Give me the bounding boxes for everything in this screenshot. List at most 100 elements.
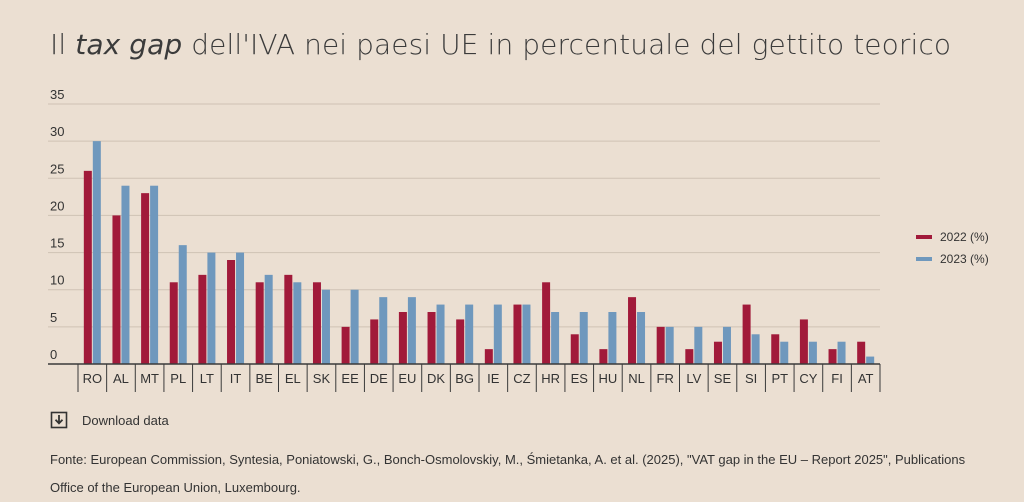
bar-FR-2022 (656, 326, 665, 364)
x-tick-label-PL: PL (170, 371, 186, 386)
legend-label-2023: 2023 (%) (940, 252, 989, 266)
bar-EE-2022 (341, 326, 350, 364)
x-tick-label-IT: IT (230, 371, 242, 386)
bar-SI-2022 (742, 304, 751, 364)
x-tick-label-CY: CY (799, 371, 817, 386)
x-tick-label-SI: SI (745, 371, 757, 386)
bar-LT-2023 (207, 252, 216, 364)
bar-IE-2023 (493, 304, 502, 364)
source-note: Fonte: European Commission, Syntesia, Po… (50, 452, 966, 495)
bar-LT-2022 (198, 274, 207, 364)
bar-IT-2022 (227, 260, 236, 364)
x-tick-label-AT: AT (858, 371, 874, 386)
bar-CZ-2023 (522, 304, 531, 364)
download-data-label: Download data (82, 412, 169, 428)
x-tick-label-BE: BE (256, 371, 274, 386)
x-tick-label-HR: HR (541, 371, 560, 386)
bar-EU-2023 (407, 297, 416, 364)
bar-IT-2023 (236, 252, 245, 364)
bar-CY-2022 (799, 319, 808, 364)
bar-FR-2023 (665, 326, 674, 364)
bar-AT-2022 (857, 341, 866, 364)
bar-DK-2023 (436, 304, 445, 364)
bar-EE-2023 (350, 289, 359, 364)
x-tick-label-IE: IE (487, 371, 500, 386)
bar-DE-2023 (379, 297, 388, 364)
bar-EU-2022 (398, 312, 407, 364)
bar-ES-2023 (579, 312, 588, 364)
bar-LV-2023 (694, 326, 703, 364)
bar-SI-2023 (751, 334, 760, 364)
y-tick-label-25: 25 (50, 161, 64, 176)
download-icon (50, 411, 68, 429)
x-tick-label-CZ: CZ (513, 371, 530, 386)
bar-HU-2023 (608, 312, 617, 364)
bar-SK-2023 (321, 289, 330, 364)
bar-AT-2023 (866, 356, 875, 364)
bar-SE-2023 (722, 326, 731, 364)
bar-BE-2023 (264, 274, 273, 364)
legend-swatch-2022 (916, 235, 932, 239)
bar-AL-2023 (121, 185, 130, 364)
bar-EL-2022 (284, 274, 293, 364)
bar-DE-2022 (370, 319, 379, 364)
x-tick-label-MT: MT (140, 371, 159, 386)
bar-PL-2023 (178, 245, 187, 364)
bar-CZ-2022 (513, 304, 522, 364)
bar-PT-2022 (771, 334, 780, 364)
x-tick-label-RO: RO (83, 371, 103, 386)
bar-SK-2022 (312, 282, 321, 364)
bar-BE-2022 (255, 282, 264, 364)
y-tick-label-20: 20 (50, 198, 64, 213)
bar-HU-2022 (599, 349, 608, 364)
x-tick-label-AL: AL (113, 371, 129, 386)
legend-label-2022: 2022 (%) (940, 230, 989, 244)
x-tick-label-EU: EU (398, 371, 416, 386)
y-tick-label-10: 10 (50, 273, 64, 288)
bar-PL-2022 (169, 282, 178, 364)
bar-HR-2022 (542, 282, 551, 364)
chart-title-italic: tax gap (75, 28, 183, 61)
x-tick-label-EL: EL (285, 371, 301, 386)
chart-title: Il tax gap dell'IVA nei paesi UE in perc… (50, 28, 951, 61)
x-tick-label-EE: EE (341, 371, 359, 386)
bar-RO-2023 (92, 141, 101, 364)
bar-RO-2022 (83, 170, 92, 364)
x-tick-label-DE: DE (370, 371, 388, 386)
y-tick-label-30: 30 (50, 124, 64, 139)
x-tick-label-HU: HU (599, 371, 618, 386)
x-tick-label-PT: PT (771, 371, 788, 386)
legend-swatch-2023 (916, 257, 932, 261)
x-tick-label-NL: NL (628, 371, 645, 386)
x-tick-label-BG: BG (455, 371, 474, 386)
download-data-button[interactable]: Download data (50, 411, 169, 429)
y-tick-label-15: 15 (50, 236, 64, 251)
bar-HR-2023 (551, 312, 560, 364)
y-tick-label-5: 5 (50, 310, 57, 325)
legend-item-2023[interactable]: 2023 (%) (916, 248, 989, 270)
x-tick-label-SE: SE (714, 371, 732, 386)
chart-title-suffix: dell'IVA nei paesi UE in percentuale del… (182, 28, 952, 61)
y-tick-label-0: 0 (50, 347, 57, 362)
bar-IE-2022 (484, 349, 493, 364)
chart-legend: 2022 (%) 2023 (%) (916, 226, 989, 270)
y-tick-label-35: 35 (50, 87, 64, 102)
chart-title-prefix: Il (50, 28, 76, 61)
bar-BG-2022 (456, 319, 465, 364)
bar-LV-2022 (685, 349, 694, 364)
bar-MT-2023 (150, 185, 159, 364)
legend-item-2022[interactable]: 2022 (%) (916, 226, 989, 248)
bar-PT-2023 (780, 341, 789, 364)
bar-SE-2022 (713, 341, 722, 364)
x-tick-label-LV: LV (686, 371, 701, 386)
x-tick-label-SK: SK (313, 371, 331, 386)
x-tick-label-DK: DK (427, 371, 445, 386)
bar-NL-2023 (637, 312, 646, 364)
bar-FI-2023 (837, 341, 846, 364)
bar-FI-2022 (828, 349, 837, 364)
bar-DK-2022 (427, 312, 436, 364)
x-tick-label-FI: FI (831, 371, 843, 386)
bar-ES-2022 (570, 334, 579, 364)
bar-NL-2022 (628, 297, 637, 364)
